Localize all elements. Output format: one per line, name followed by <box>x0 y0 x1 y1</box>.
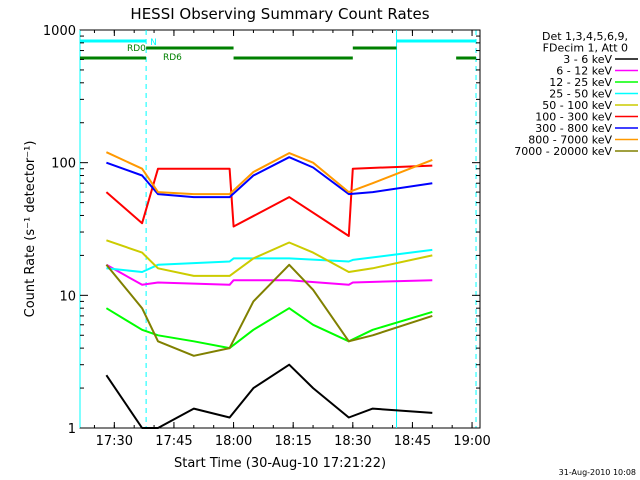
legend: Det 1,3,4,5,6,9,FDecim 1, Att 03 - 6 keV… <box>514 30 638 158</box>
legend-label-8: 7000 - 20000 keV <box>514 145 612 158</box>
legend-label-1: 6 - 12 keV <box>556 65 612 78</box>
series-line-5 <box>105 164 433 237</box>
series-line-0 <box>105 363 433 429</box>
x-axis-label: Start Time (30-Aug-10 17:21:22) <box>174 456 386 471</box>
x-tick-label-0: 17:30 <box>96 434 133 449</box>
y-tick-label-0: 1 <box>68 422 76 437</box>
legend-label-5: 100 - 300 keV <box>535 111 612 124</box>
series-line-6 <box>106 156 433 199</box>
legend-label-3: 25 - 50 keV <box>549 88 612 101</box>
flag-label-n: N <box>150 38 157 48</box>
plot-frame <box>79 29 481 429</box>
y-axis: 1 10 100 1000 <box>43 24 480 437</box>
series-line-1 <box>105 263 433 286</box>
x-tick-label-1: 17:45 <box>155 434 192 449</box>
series-line-7 <box>105 151 433 196</box>
legend-header-1: FDecim 1, Att 0 <box>543 42 628 55</box>
series-line-4 <box>106 239 433 277</box>
series-line-2 <box>105 307 433 350</box>
legend-label-4: 50 - 100 keV <box>542 99 612 112</box>
data-series <box>105 151 433 429</box>
observing-flag-bars: N RD0 RD6 <box>80 38 477 63</box>
vertical-markers <box>79 30 477 428</box>
flag-label-rd6: RD6 <box>163 53 182 63</box>
x-tick-label-5: 18:45 <box>394 434 431 449</box>
y-axis-label: Count Rate (s⁻¹ detector⁻¹) <box>23 141 38 318</box>
legend-label-6: 300 - 800 keV <box>535 122 612 135</box>
flag-label-rd0: RD0 <box>127 44 146 54</box>
x-tick-label-4: 18:30 <box>334 434 371 449</box>
x-tick-label-2: 18:00 <box>215 434 252 449</box>
y-tick-label-1: 10 <box>59 289 76 304</box>
y-tick-label-3: 1000 <box>43 24 76 39</box>
legend-label-2: 12 - 25 keV <box>549 76 612 89</box>
y-tick-label-2: 100 <box>51 157 76 172</box>
legend-label-0: 3 - 6 keV <box>563 53 612 66</box>
legend-header-0: Det 1,3,4,5,6,9, <box>542 30 628 43</box>
x-tick-label-3: 18:15 <box>274 434 311 449</box>
series-line-3 <box>106 248 433 273</box>
chart-title: HESSI Observing Summary Count Rates <box>130 5 429 23</box>
x-axis: 17:30 17:45 18:00 18:15 18:30 18:45 19:00 <box>93 30 491 449</box>
x-tick-label-6: 19:00 <box>453 434 490 449</box>
series-line-8 <box>105 263 433 357</box>
legend-label-7: 800 - 7000 keV <box>528 134 612 147</box>
timestamp: 31-Aug-2010 10:08 <box>559 468 636 477</box>
